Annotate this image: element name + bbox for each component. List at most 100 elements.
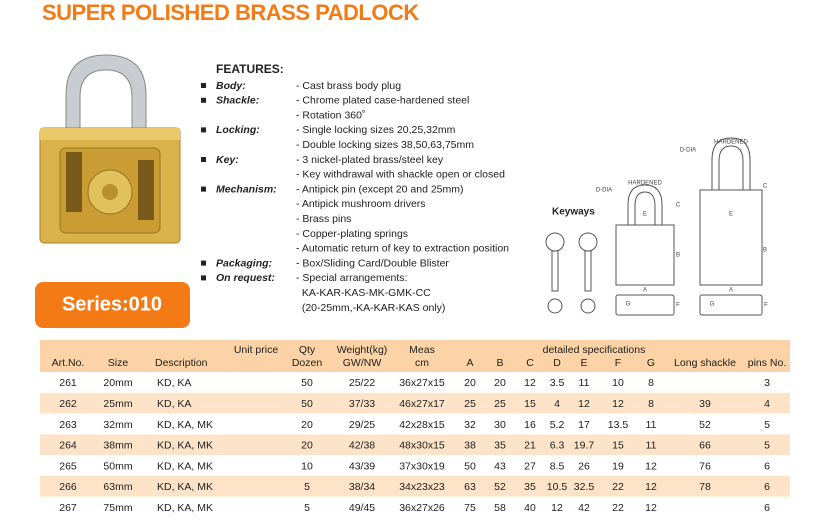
table-cell: KD, KA <box>157 398 191 410</box>
table-cell: 42x28x15 <box>399 419 445 431</box>
table-cell: 48x30x15 <box>399 440 445 452</box>
table-cell: 11 <box>579 377 590 389</box>
table-cell: 20 <box>301 440 313 452</box>
table-cell: 38/34 <box>349 481 375 493</box>
features-heading: FEATURES: <box>216 62 284 76</box>
table-row-bg <box>40 434 790 456</box>
table-cell: 262 <box>59 398 77 410</box>
feature-line: - Key withdrawal with shackle open or cl… <box>296 169 505 181</box>
table-cell: 5.2 <box>550 419 565 431</box>
table-cell: 35 <box>494 440 506 452</box>
table-row-bg <box>40 413 790 435</box>
feature-label: Locking: <box>216 124 260 136</box>
header-cell: Qty <box>299 344 316 356</box>
feature-line: - Chrome plated case-hardened steel <box>296 95 469 107</box>
table-cell: 19.7 <box>574 440 595 452</box>
diagram-label: HARDENED <box>714 140 748 146</box>
table-cell: 10 <box>301 460 313 472</box>
bullet <box>201 260 206 266</box>
table-cell: 25 <box>494 398 506 410</box>
table-cell: 63 <box>464 481 476 493</box>
header-cell: GW/NW <box>343 357 382 369</box>
table-cell: 4 <box>764 398 770 410</box>
table-cell: 50 <box>301 398 313 410</box>
series-badge <box>35 282 190 328</box>
padlock-image <box>39 54 181 244</box>
bullet <box>201 83 206 88</box>
table-cell: 75mm <box>103 502 132 514</box>
table-cell: 5 <box>764 440 770 452</box>
table-row-bg <box>40 496 790 518</box>
table-cell: 8 <box>648 398 654 410</box>
table-cell: 6 <box>764 502 770 514</box>
bullet <box>201 127 206 133</box>
diagram-label: B <box>676 253 680 259</box>
table-cell: 26 <box>578 460 590 472</box>
diagram-label: F <box>764 303 768 309</box>
bullet <box>201 157 206 162</box>
table-cell: 52 <box>699 419 711 431</box>
table-cell: KD, KA, MK <box>157 440 213 452</box>
table-cell: 8.5 <box>550 460 565 472</box>
diagram-label: F <box>676 303 680 309</box>
table-cell: 6 <box>764 460 770 472</box>
diagram-label: A <box>729 288 733 294</box>
table-cell: 5 <box>304 502 310 514</box>
table-cell: 35 <box>524 481 536 493</box>
table-cell: 12 <box>524 377 536 389</box>
table-cell: 19 <box>612 460 624 472</box>
table-row-bg <box>40 392 790 414</box>
feature-label: Packaging: <box>216 257 272 269</box>
table-cell: 43/39 <box>349 460 375 472</box>
table-cell: 266 <box>59 481 77 493</box>
table-cell: 263 <box>59 419 77 431</box>
table-cell: KD, KA, MK <box>157 419 213 431</box>
table-cell: 16 <box>524 419 536 431</box>
table-cell: 25/22 <box>349 377 375 389</box>
feature-line: - Special arrangements: <box>296 272 407 284</box>
table-cell: 78 <box>699 481 711 493</box>
table-row-bg <box>40 476 790 497</box>
table-cell: 20 <box>494 377 506 389</box>
table-cell: 20mm <box>103 377 132 389</box>
table-cell: 264 <box>59 440 77 452</box>
header-cell: Long shackle <box>674 357 736 369</box>
table-cell: 20 <box>301 419 313 431</box>
table-cell: 32 <box>464 419 476 431</box>
bullet <box>201 97 206 103</box>
feature-line: - Automatic return of key to extraction … <box>296 243 509 255</box>
table-cell: 39 <box>699 398 711 410</box>
table-cell: 12 <box>645 502 657 514</box>
feature-line: - Antipick mushroom drivers <box>296 198 426 210</box>
table-cell: 37/33 <box>349 398 375 410</box>
table-cell: 63mm <box>103 481 132 493</box>
header-cell: Size <box>108 357 129 369</box>
table-cell: 12 <box>645 481 657 493</box>
table-cell: 5 <box>304 481 310 493</box>
table-cell: 75 <box>464 502 476 514</box>
table-cell: 43 <box>494 460 506 472</box>
header-cell: Art.No. <box>52 357 85 369</box>
table-cell: 6.3 <box>550 440 565 452</box>
table-cell: 30 <box>494 419 506 431</box>
table-cell: 38 <box>464 440 476 452</box>
header-cell: Weight(kg) <box>337 344 388 356</box>
diagram-label: E <box>643 212 647 218</box>
feature-line: - 3 nickel-plated brass/steel key <box>296 154 444 166</box>
table-cell: 42 <box>578 502 590 514</box>
header-cell: E <box>580 357 587 369</box>
feature-line: - Single locking sizes 20,25,32mm <box>296 124 456 136</box>
table-cell: 40 <box>524 502 536 514</box>
table-cell: 22 <box>612 502 624 514</box>
table-cell: 20 <box>464 377 476 389</box>
header-cell: B <box>496 357 503 369</box>
table-cell: 76 <box>699 460 711 472</box>
header-cell: detailed specifications <box>543 344 646 356</box>
lock-diagrams <box>615 137 763 316</box>
diagram-label: A <box>643 288 647 294</box>
feature-line: - Double locking sizes 38,50,63,75mm <box>296 139 474 151</box>
feature-line: KA-KAR-KAS-MK-GMK-CC <box>296 287 431 299</box>
bullet <box>201 275 206 281</box>
table-cell: 32.5 <box>574 481 595 493</box>
table-cell: 25mm <box>103 398 132 410</box>
